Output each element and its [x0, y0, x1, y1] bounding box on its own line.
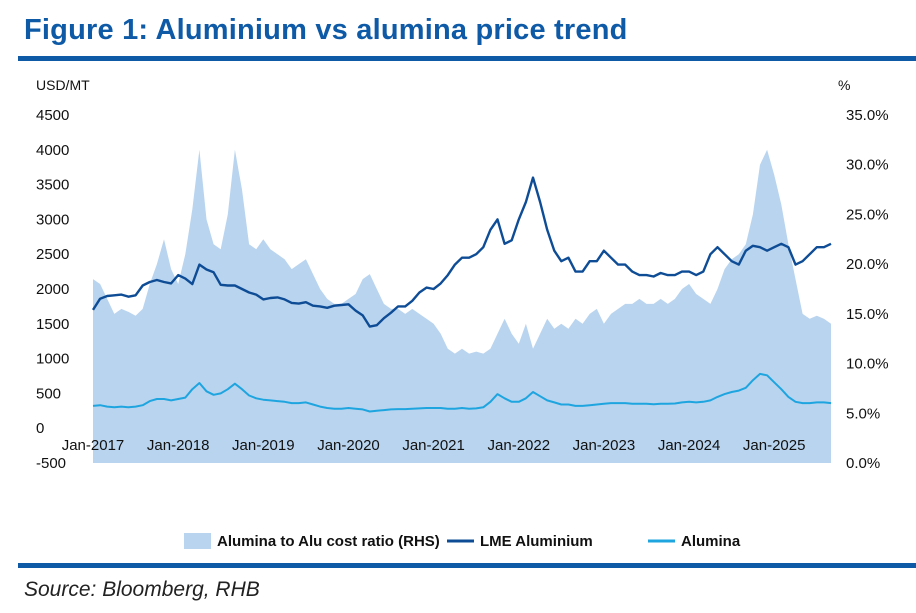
- chart: USD/MT % 4500 4000 3500 3000 2500 2000 1500 100…: [36, 77, 889, 550]
- alumina-line: [92, 372, 832, 413]
- x-tick-label: Jan-2023: [573, 437, 636, 454]
- left-tick-label: 2500: [36, 246, 69, 263]
- left-tick-label: 0: [36, 420, 44, 437]
- right-axis-unit: %: [838, 77, 850, 93]
- left-tick-label: 1000: [36, 351, 69, 368]
- figure-title: Figure 1: Aluminium vs alumina price tre…: [24, 14, 628, 46]
- legend-swatch-ratio: [184, 533, 211, 549]
- right-tick-label: 35.0%: [846, 107, 889, 124]
- left-tick-label: 3500: [36, 177, 69, 194]
- left-tick-label: 500: [36, 385, 61, 402]
- x-tick-label: Jan-2025: [743, 437, 806, 454]
- left-tick-label: 1500: [36, 316, 69, 333]
- right-tick-label: 30.0%: [846, 157, 889, 174]
- legend-label-alumina: Alumina: [681, 533, 741, 550]
- right-tick-label: 20.0%: [846, 256, 889, 273]
- left-tick-label: 4000: [36, 142, 69, 159]
- right-tick-label: 10.0%: [846, 356, 889, 373]
- line-layer: [91, 176, 832, 413]
- x-tick-label: Jan-2018: [147, 437, 210, 454]
- left-axis-unit: USD/MT: [36, 77, 90, 93]
- left-tick-label: 2000: [36, 281, 69, 298]
- legend-label-lme: LME Aluminium: [480, 533, 593, 550]
- right-tick-label: 5.0%: [846, 405, 880, 422]
- x-tick-label: Jan-2021: [402, 437, 465, 454]
- legend: Alumina to Alu cost ratio (RHS) LME Alumi…: [184, 533, 741, 550]
- x-tick-label: Jan-2017: [62, 437, 125, 454]
- right-tick-label: 0.0%: [846, 455, 880, 472]
- title-divider: [18, 56, 916, 61]
- x-tick-label: Jan-2020: [317, 437, 380, 454]
- left-tick-label: 4500: [36, 107, 69, 124]
- right-tick-label: 15.0%: [846, 306, 889, 323]
- x-tick-label: Jan-2022: [488, 437, 551, 454]
- source-note: Source: Bloomberg, RHB: [24, 578, 260, 601]
- right-tick-label: 25.0%: [846, 206, 889, 223]
- axis-layer: USD/MT % 4500 4000 3500 3000 2500 2000 1500 100…: [36, 77, 889, 472]
- legend-label-ratio: Alumina to Alu cost ratio (RHS): [217, 533, 440, 550]
- lme-aluminium-line: [91, 176, 832, 328]
- source-divider: [18, 563, 916, 568]
- left-tick-label: -500: [36, 455, 66, 472]
- x-tick-label: Jan-2024: [658, 437, 721, 454]
- left-tick-label: 3000: [36, 211, 69, 228]
- ratio-area-layer: [93, 149, 831, 464]
- x-tick-label: Jan-2019: [232, 437, 295, 454]
- ratio-area: [93, 149, 831, 464]
